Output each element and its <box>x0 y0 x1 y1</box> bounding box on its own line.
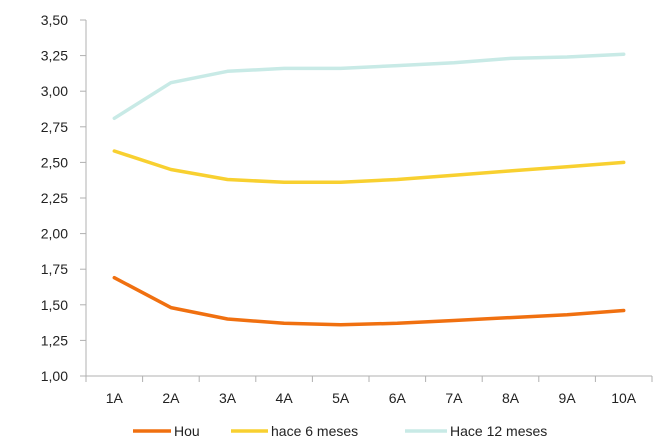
legend: Hou hace 6 meses Hace 12 meses <box>133 423 547 439</box>
y-tick-label: 2,50 <box>41 154 68 170</box>
y-tick-label: 2,25 <box>41 190 68 206</box>
y-tick-label: 1,50 <box>41 297 68 313</box>
x-tick-label: 1A <box>106 390 124 406</box>
y-tick-label: 2,00 <box>41 226 68 242</box>
y-tick-label: 3,50 <box>41 12 68 28</box>
series-line-2 <box>112 149 626 185</box>
x-tick-label: 7A <box>445 390 463 406</box>
x-tick-label: 10A <box>611 390 637 406</box>
x-tick-label: 3A <box>219 390 237 406</box>
y-tick-label: 1,00 <box>41 368 68 384</box>
y-tick-label: 3,00 <box>41 83 68 99</box>
series-lines <box>112 52 626 327</box>
x-tick-label: 6A <box>389 390 407 406</box>
series-line-1 <box>112 275 626 327</box>
x-tick-label: 8A <box>502 390 520 406</box>
legend-label-2: hace 6 meses <box>271 423 358 439</box>
y-tick-label: 3,25 <box>41 48 68 64</box>
x-tick-label: 4A <box>276 390 294 406</box>
series-line-3 <box>112 52 626 121</box>
legend-label-1: Hou <box>174 423 200 439</box>
y-tick-label: 1,25 <box>41 332 68 348</box>
x-tick-label: 9A <box>559 390 577 406</box>
x-tick-label: 5A <box>332 390 350 406</box>
y-axis: 1,00 1,25 1,50 1,75 2,00 2,25 2,50 2,75 3,00 3,25… <box>41 12 87 384</box>
y-tick-label: 1,75 <box>41 261 68 277</box>
y-tick-label: 2,75 <box>41 119 68 135</box>
x-axis: 1A 2A 3A 4A 5A 6A 7A 8A 9A 10A <box>85 375 653 406</box>
x-tick-label: 2A <box>162 390 180 406</box>
legend-label-3: Hace 12 meses <box>450 423 547 439</box>
